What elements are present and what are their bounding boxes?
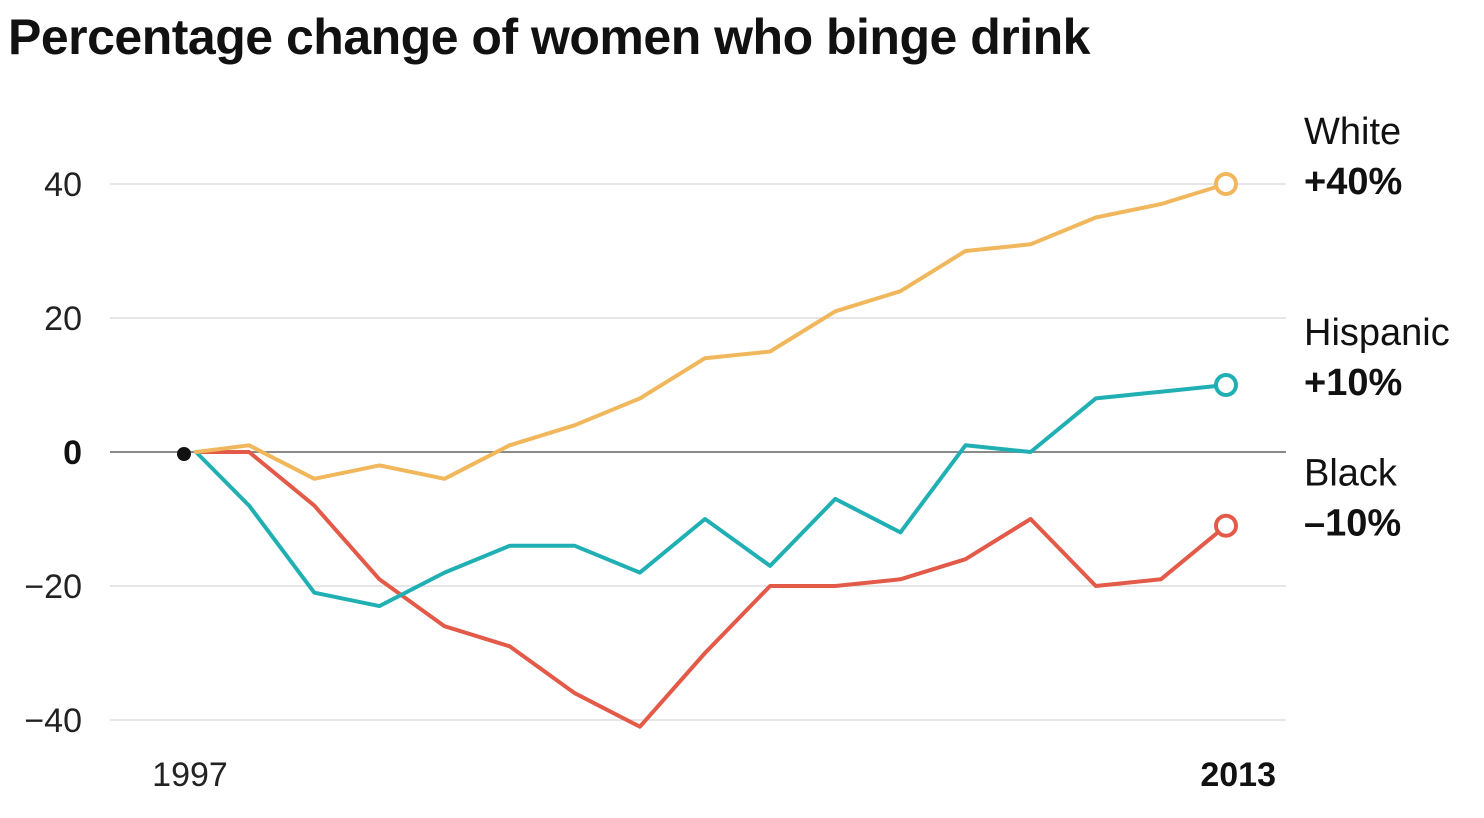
y-tick-label: 40 — [44, 166, 82, 204]
end-point-black — [1214, 513, 1238, 538]
series-labels: White +40% Hispanic +10% Black –10% — [1304, 111, 1450, 545]
series-lines — [177, 172, 1238, 729]
end-point-hispanic — [1214, 373, 1238, 397]
chart-title: Percentage change of women who binge dri… — [8, 9, 1090, 65]
y-tick-label: 0 — [63, 434, 82, 472]
y-tick-label: −40 — [24, 702, 82, 740]
series-change-black: –10% — [1304, 503, 1401, 545]
series-line-hispanic — [194, 383, 1228, 609]
series-line-black — [194, 450, 1228, 729]
series-change-white: +40% — [1304, 161, 1402, 203]
series-label-hispanic: Hispanic — [1304, 312, 1450, 354]
series-label-black: Black — [1304, 453, 1398, 495]
x-tick-label: 2013 — [1200, 756, 1276, 794]
y-tick-label: 20 — [44, 300, 82, 338]
x-tick-label: 1997 — [152, 756, 228, 794]
series-line-white — [194, 182, 1228, 481]
gridlines — [110, 183, 1286, 721]
end-point-white — [1214, 172, 1238, 196]
y-tick-label: −20 — [24, 568, 82, 606]
series-change-hispanic: +10% — [1304, 362, 1402, 404]
y-axis-ticks: 40 20 0 −20 −40 — [24, 166, 82, 740]
series-label-white: White — [1304, 111, 1401, 153]
x-axis-ticks: 1997 2013 — [152, 756, 1276, 794]
start-point — [177, 447, 191, 461]
